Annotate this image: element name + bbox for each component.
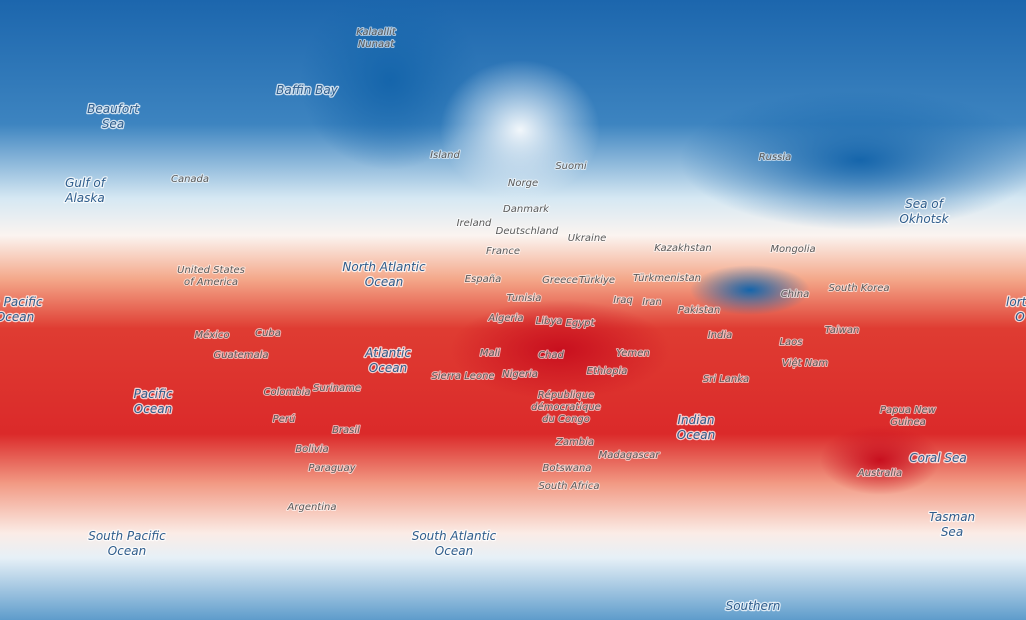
place-label: Pakistan [678,305,720,316]
place-label: China [781,289,810,300]
place-label: Madagascar [599,450,661,461]
water-label: Indian [677,413,714,427]
place-label: Nunaat [358,39,395,50]
place-label: Deutschland [496,226,559,237]
place-label: Australia [857,468,902,479]
water-label: South Pacific [88,529,166,543]
place-label: Ireland [457,218,492,229]
water-label: Atlantic [364,346,411,360]
place-label: Canada [171,174,209,185]
place-label: France [486,246,520,257]
place-label: démocratique [531,401,601,413]
place-label: Argentina [287,502,337,513]
place-label: Tunisia [507,293,542,304]
place-label: Türkmenistan [633,273,701,284]
place-label: Suomi [555,161,587,172]
place-label: Guinea [890,417,925,428]
place-label: Norge [508,178,538,189]
place-label: Iran [642,297,662,308]
water-label: South Atlantic [412,529,497,543]
place-label: Ukraine [568,233,607,244]
place-label: Nigeria [502,369,538,380]
place-label: Sierra Leone [431,371,494,382]
water-label: Ocean [677,428,715,442]
mild-region [440,60,600,200]
place-label: Kalaallit [356,27,397,38]
place-label: Libya [536,316,563,327]
water-label: lorth [1006,295,1026,309]
place-label: Việt Nam [782,357,828,369]
place-label: Mongolia [770,244,815,255]
place-label: Yemen [616,348,649,359]
place-label: México [194,329,229,341]
water-label: Gulf of [65,176,107,190]
water-label: Ocean [108,544,146,558]
place-label: Türkiye [579,275,615,286]
hot-region [450,300,670,400]
place-label: Island [430,150,460,161]
place-label: République [538,389,595,401]
water-label: Ocean [0,310,34,324]
place-label: Paraguay [308,463,356,474]
place-label: Russia [759,152,792,163]
cold-region [680,90,1026,230]
place-label: United States [177,265,245,276]
place-label: Cuba [255,328,281,339]
place-label: Ethiopia [587,366,628,377]
place-label: Suriname [313,383,361,394]
water-label: Southern [726,599,781,613]
place-label: Sri Lanka [703,374,749,385]
hot-region [820,425,940,495]
place-label: Perú [273,413,296,425]
place-label: Danmark [503,204,550,215]
place-label: España [465,274,501,285]
water-label: Baffin Bay [276,83,339,97]
place-label: of America [184,277,238,288]
place-label: Botswana [543,463,592,474]
water-label: Ocean [134,402,172,416]
water-label: Sea [941,525,963,539]
place-label: Laos [779,337,802,348]
place-label: Taiwan [825,325,860,336]
place-label: Brasil [332,425,360,436]
place-label: Bolivia [295,444,328,455]
place-label: Algeria [487,313,523,324]
water-label: Ocean [369,361,407,375]
water-label: Pacific [134,387,173,401]
place-label: India [708,330,733,341]
place-label: Mali [480,348,501,359]
place-label: Greece [542,275,578,286]
place-label: Chad [538,350,564,361]
place-label: Papua New [880,405,937,416]
place-label: South Korea [829,283,890,294]
cold-region [300,0,480,170]
place-label: Egypt [566,318,596,329]
water-label: th Pacific [0,295,43,309]
place-label: du Congo [542,414,590,425]
place-label: Kazakhstan [654,243,711,254]
water-label: Sea [102,117,124,131]
place-label: Guatemala [213,350,268,361]
cold-region [690,265,810,315]
water-label: Okhotsk [899,212,949,226]
water-label: Coral Sea [909,451,967,465]
water-label: Ocean [365,275,403,289]
place-label: Colombia [264,387,311,398]
water-label: North Atlantic [342,260,426,274]
water-label: Tasman [929,510,975,524]
place-label: South Africa [538,481,599,492]
water-label: Beaufort [87,102,140,116]
place-label: Zambia [555,437,594,448]
place-label: Iraq [613,295,633,306]
water-label: Alaska [64,191,104,205]
water-label: O [1015,310,1024,324]
water-label: Ocean [435,544,473,558]
water-label: Sea of [905,197,945,211]
